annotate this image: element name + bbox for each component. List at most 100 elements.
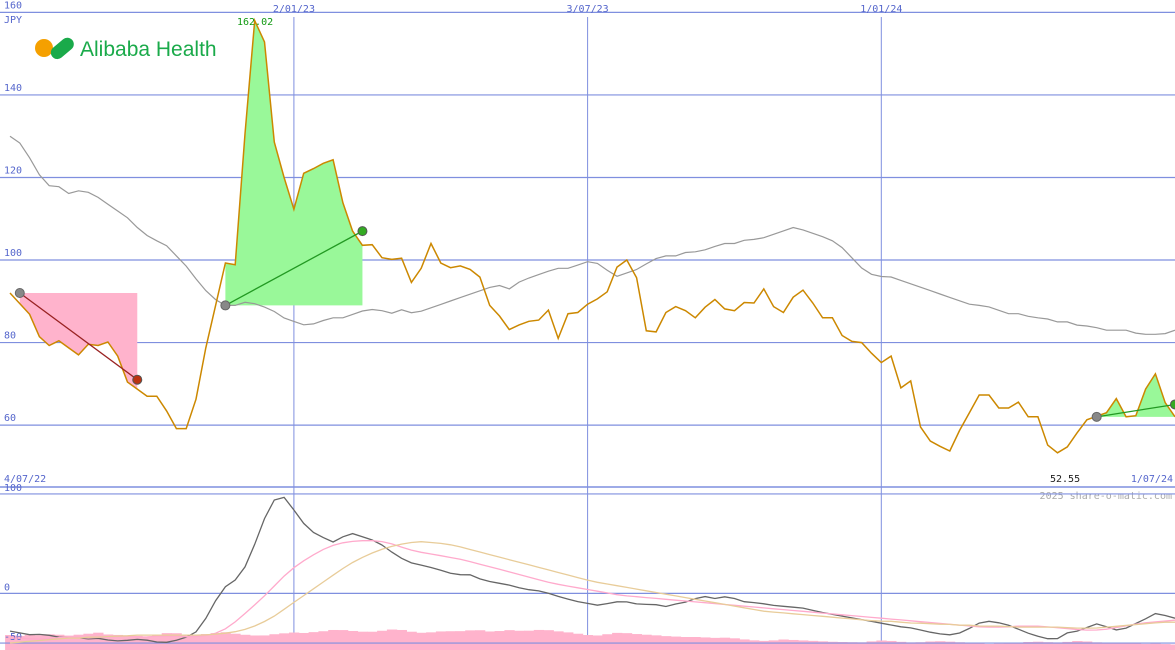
volume-bar — [1101, 642, 1112, 650]
oscillator-lines — [9, 496, 1175, 644]
volume-bar — [357, 631, 368, 650]
main-chart-labels: 60 80 100 120 140 160 4/07/22 2/01/23 3/07/23 1/0… — [4, 0, 1173, 485]
volume-bar — [504, 630, 515, 650]
y-tick-label: 80 — [4, 331, 16, 342]
trend-lines — [14, 226, 1175, 422]
volume-bar — [465, 630, 476, 650]
volume-bar — [269, 634, 280, 650]
volume-bar — [886, 640, 897, 650]
volume-bar — [1082, 641, 1093, 650]
volume-bar — [641, 634, 652, 650]
volume-bar — [1150, 643, 1161, 650]
volume-bar — [279, 633, 290, 650]
volume-bar — [367, 631, 378, 650]
volume-bar — [974, 643, 985, 650]
volume-bar — [318, 631, 329, 650]
currency-label: JPY — [4, 15, 22, 26]
gain-trend-line — [225, 230, 363, 306]
volume-bar — [856, 642, 868, 650]
volume-bar — [798, 640, 809, 650]
trade-exit-marker — [132, 374, 143, 385]
volume-bar — [494, 631, 505, 650]
trade-exit-marker — [357, 226, 368, 237]
volume-bar — [993, 643, 1005, 650]
y-tick-label: 120 — [4, 165, 22, 176]
volume-bar — [338, 630, 349, 650]
volume-bar — [455, 631, 466, 650]
copyright-label: 2025 share-o-matic.com — [1040, 491, 1172, 502]
volume-bar — [954, 642, 965, 650]
osc-y-tick-label: 100 — [4, 483, 22, 494]
logo-green-mark — [50, 37, 74, 60]
volume-bar — [484, 631, 496, 650]
volume-bar — [533, 629, 545, 650]
loss-area — [19, 293, 138, 390]
volume-bar — [1170, 644, 1175, 650]
volume-bar — [73, 634, 84, 650]
volume-bar — [171, 633, 182, 650]
volume-bar — [386, 629, 398, 650]
comparison-index-line — [9, 135, 1175, 335]
volume-bar — [876, 640, 887, 650]
volume-bar — [964, 643, 975, 650]
gain-area — [225, 20, 363, 306]
volume-bar — [768, 640, 779, 650]
peak-price-label: 162.02 — [237, 17, 273, 28]
trade-fills — [19, 20, 1175, 417]
trade-entry-marker — [220, 300, 231, 311]
low-price-label: 52.55 — [1050, 474, 1080, 485]
volume-bar — [837, 642, 848, 650]
volume-bar — [1023, 641, 1034, 650]
volume-bar — [54, 634, 65, 650]
volume-bar — [524, 630, 535, 650]
trade-entry-marker — [14, 288, 25, 299]
volume-bar — [1033, 641, 1044, 650]
volume-bar — [749, 640, 760, 650]
trade-entry-marker — [1091, 411, 1102, 422]
volume-bar — [700, 637, 711, 650]
volume-bar — [1160, 644, 1171, 650]
volume-bar — [83, 633, 94, 650]
volume-bar — [396, 629, 407, 650]
gain-trend-line — [1096, 403, 1175, 418]
volume-bar — [1003, 643, 1014, 650]
price-line — [9, 17, 1175, 454]
volume-bar — [807, 640, 819, 650]
volume-bar — [308, 632, 319, 650]
volume-bar — [984, 643, 995, 650]
volume-bar — [915, 642, 926, 650]
y-tick-label: 160 — [4, 0, 22, 11]
main-chart-lines — [9, 17, 1175, 454]
volume-bar — [905, 642, 917, 650]
fast_average-line — [10, 540, 1175, 640]
volume-bar — [925, 641, 936, 650]
volume-bar — [1052, 642, 1063, 650]
volume-bar — [24, 634, 35, 650]
y-tick-label: 60 — [4, 413, 16, 424]
x-tick-label: 1/01/24 — [860, 4, 902, 15]
volume-bar — [1130, 643, 1142, 650]
volume-bar — [739, 639, 750, 650]
volume-bar — [817, 641, 828, 650]
volume-bar — [347, 630, 359, 650]
volume-bar — [935, 641, 946, 650]
x-tick-label: 2/01/23 — [273, 4, 315, 15]
volume-bar — [1042, 642, 1054, 650]
volume-bar — [827, 641, 838, 650]
volume-bar — [553, 631, 564, 650]
gain-area — [1096, 373, 1175, 417]
volume-bar — [44, 634, 55, 650]
volume-bar — [1062, 641, 1073, 650]
x-tick-label: 4/07/22 — [4, 474, 46, 485]
volume-bar — [298, 632, 310, 650]
brand-logo: Alibaba Health — [35, 37, 217, 61]
volume-bar — [1091, 642, 1103, 650]
volume-bar — [621, 633, 633, 650]
volume-bar — [847, 642, 858, 650]
volume-bar — [866, 641, 877, 650]
volume-bar — [1111, 643, 1122, 650]
volume-bar — [416, 632, 427, 650]
volume-bar — [328, 629, 339, 650]
loss-trend-line — [19, 292, 138, 381]
